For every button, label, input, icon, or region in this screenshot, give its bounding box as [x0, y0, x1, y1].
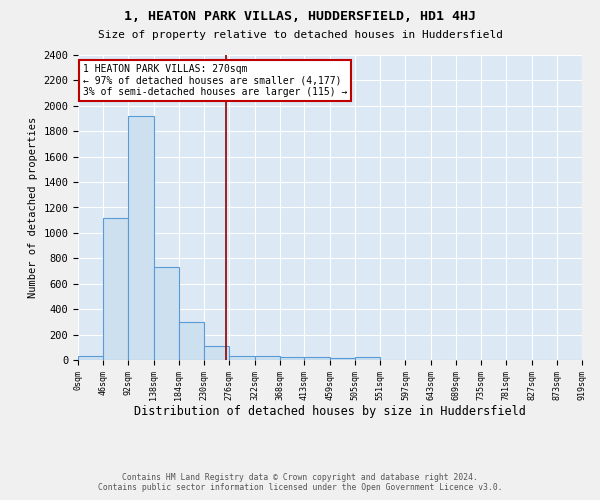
Text: Contains HM Land Registry data © Crown copyright and database right 2024.
Contai: Contains HM Land Registry data © Crown c…: [98, 473, 502, 492]
Bar: [204, 346, 229, 360]
X-axis label: Distribution of detached houses by size in Huddersfield: Distribution of detached houses by size …: [134, 406, 526, 418]
Bar: [128, 116, 154, 360]
Bar: [280, 357, 304, 360]
Bar: [355, 358, 380, 360]
Bar: [103, 218, 128, 360]
Bar: [179, 322, 204, 360]
Bar: [304, 358, 330, 360]
Bar: [154, 267, 179, 360]
Y-axis label: Number of detached properties: Number of detached properties: [28, 117, 38, 298]
Bar: [330, 358, 355, 360]
Text: 1, HEATON PARK VILLAS, HUDDERSFIELD, HD1 4HJ: 1, HEATON PARK VILLAS, HUDDERSFIELD, HD1…: [124, 10, 476, 23]
Text: 1 HEATON PARK VILLAS: 270sqm
← 97% of detached houses are smaller (4,177)
3% of : 1 HEATON PARK VILLAS: 270sqm ← 97% of de…: [83, 64, 347, 98]
Bar: [229, 356, 254, 360]
Bar: [254, 356, 280, 360]
Text: Size of property relative to detached houses in Huddersfield: Size of property relative to detached ho…: [97, 30, 503, 40]
Bar: [78, 356, 103, 360]
